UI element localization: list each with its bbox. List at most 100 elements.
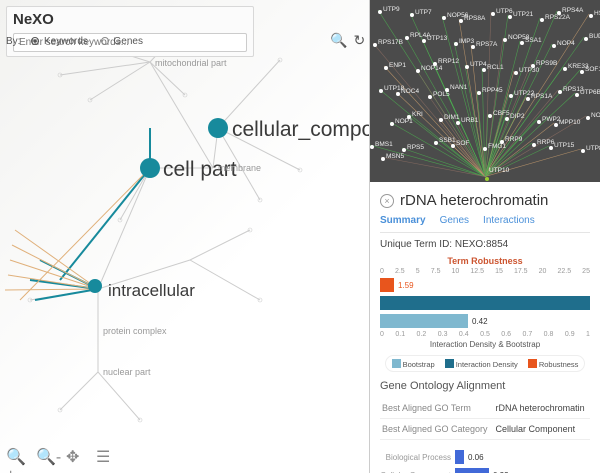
- network-node-sof[interactable]: [451, 144, 455, 148]
- search-icon[interactable]: 🔍: [330, 32, 347, 52]
- network-node-rcl1[interactable]: [482, 68, 486, 72]
- network-node-bms1[interactable]: [370, 145, 374, 149]
- network-node-urb1[interactable]: [456, 121, 460, 125]
- network-node-pwp2[interactable]: [537, 120, 541, 124]
- fit-screen-icon[interactable]: ✥: [66, 447, 86, 467]
- network-node-utp6b[interactable]: [575, 93, 579, 97]
- network-node-dip2[interactable]: [505, 117, 509, 121]
- network-node-imp3[interactable]: [454, 42, 458, 46]
- network-node-utp10[interactable]: [485, 177, 489, 181]
- network-node-rps7a[interactable]: [471, 45, 475, 49]
- network-node-rps5[interactable]: [402, 148, 406, 152]
- network-node-pol5[interactable]: [428, 95, 432, 99]
- network-node-enp1[interactable]: [384, 66, 388, 70]
- interaction-density-bar-fill[interactable]: [380, 296, 590, 310]
- network-node-utp8[interactable]: [581, 149, 585, 153]
- bp-bar-fill[interactable]: [455, 450, 464, 464]
- network-node-mpp10[interactable]: [554, 123, 558, 127]
- tree-label-nuclear-part[interactable]: nuclear part: [103, 367, 151, 377]
- keywords-radio[interactable]: [31, 37, 39, 45]
- tab-genes[interactable]: Genes: [440, 215, 469, 226]
- tree-label-mitochondrial-part[interactable]: mitochondrial part: [155, 58, 227, 68]
- robustness-bar-fill[interactable]: [380, 278, 394, 292]
- network-node-rrp9[interactable]: [500, 140, 504, 144]
- network-node-kri[interactable]: [407, 115, 411, 119]
- layers-icon[interactable]: ☰: [96, 447, 116, 467]
- network-node-utp7[interactable]: [410, 13, 414, 17]
- network-node-cbf5[interactable]: [488, 114, 492, 118]
- network-node-rps9b[interactable]: [531, 64, 535, 68]
- robustness-bar-value: 1.59: [398, 281, 414, 290]
- network-node-ssb1[interactable]: [434, 141, 438, 145]
- network-node-utp4[interactable]: [465, 65, 469, 69]
- interaction-density-bootstrap-title: Interaction Density & Bootstrap: [380, 340, 590, 349]
- network-node-label-rrp6: RRP6: [537, 139, 554, 146]
- network-node-rrp12[interactable]: [433, 62, 437, 66]
- tree-node-cellular-component[interactable]: [208, 118, 228, 138]
- network-node-utp6[interactable]: [491, 12, 495, 16]
- network-node-nop1[interactable]: [390, 122, 394, 126]
- close-icon[interactable]: ×: [380, 194, 394, 208]
- network-node-rps22a[interactable]: [540, 18, 544, 22]
- network-node-rps17b[interactable]: [373, 43, 377, 47]
- network-node-label-kri: KRI: [412, 111, 423, 118]
- legend-robustness[interactable]: Robustness: [528, 358, 579, 369]
- network-node-ssa1[interactable]: [520, 41, 524, 45]
- legend-bootstrap[interactable]: Bootstrap: [392, 358, 435, 369]
- network-node-dim1[interactable]: [439, 118, 443, 122]
- network-node-rps8a[interactable]: [459, 19, 463, 23]
- network-node-utp21[interactable]: [508, 15, 512, 19]
- bootstrap-bar-fill[interactable]: [380, 314, 468, 328]
- legend-interaction-density[interactable]: Interaction Density: [445, 358, 518, 369]
- network-node-utp22[interactable]: [509, 94, 513, 98]
- term-title-row: × rDNA heterochromatin: [380, 188, 590, 215]
- network-node-label-dim1: DIM1: [444, 114, 460, 121]
- network-node-hsc82[interactable]: [589, 14, 593, 18]
- network-node-utp13[interactable]: [422, 39, 426, 43]
- tab-interactions[interactable]: Interactions: [483, 215, 535, 226]
- genes-radio[interactable]: [101, 37, 109, 45]
- network-node-nop4[interactable]: [552, 44, 556, 48]
- network-node-noc4[interactable]: [396, 92, 400, 96]
- network-node-label-bud21: BUD21: [589, 33, 600, 40]
- bootstrap-bar-row: 0.42: [380, 313, 590, 329]
- network-node-nop58[interactable]: [503, 38, 507, 42]
- nexo-app: NeXO 🔍 ↻ ⓘ By: Keywords Genes cellular_c…: [0, 0, 600, 473]
- network-node-rrp6[interactable]: [532, 143, 536, 147]
- network-node-nop56[interactable]: [442, 16, 446, 20]
- network-node-label-rps7a: RPS7A: [476, 41, 497, 48]
- network-node-label-nop4: NOP4: [557, 40, 575, 47]
- network-node-fmg1[interactable]: [483, 147, 487, 151]
- zoom-in-icon[interactable]: 🔍+: [6, 447, 26, 467]
- network-node-utp30[interactable]: [514, 71, 518, 75]
- network-node-nop14[interactable]: [416, 69, 420, 73]
- tree-node-intracellular[interactable]: [88, 279, 102, 293]
- network-node-sof1[interactable]: [580, 70, 584, 74]
- network-node-utp15[interactable]: [549, 146, 553, 150]
- network-node-nan1[interactable]: [445, 88, 449, 92]
- zoom-out-icon[interactable]: 🔍-: [36, 447, 56, 467]
- network-node-label-hsc82: HSC82: [594, 10, 600, 17]
- network-node-msn5[interactable]: [381, 157, 385, 161]
- refresh-icon[interactable]: ↻: [353, 32, 365, 52]
- network-node-rpl4a[interactable]: [405, 36, 409, 40]
- tree-visualization-panel: NeXO 🔍 ↻ ⓘ By: Keywords Genes cellular_c…: [0, 0, 370, 473]
- network-node-utp18[interactable]: [379, 89, 383, 93]
- cc-bar-fill[interactable]: [455, 468, 489, 473]
- network-node-label-utp7: UTP7: [415, 9, 432, 16]
- network-node-nop6[interactable]: [586, 116, 590, 120]
- tree-label-membrane[interactable]: membrane: [218, 163, 261, 173]
- network-node-rps1a[interactable]: [526, 97, 530, 101]
- tree-label-intracellular[interactable]: intracellular: [108, 281, 195, 301]
- tree-node-cell-part[interactable]: [140, 158, 160, 178]
- tree-label-protein-complex[interactable]: protein complex: [103, 326, 167, 336]
- network-node-rps4a[interactable]: [557, 11, 561, 15]
- tab-summary[interactable]: Summary: [380, 215, 426, 226]
- network-node-rps13[interactable]: [558, 90, 562, 94]
- network-node-kre33[interactable]: [563, 67, 567, 71]
- network-node-bud21[interactable]: [584, 37, 588, 41]
- network-node-utp9[interactable]: [378, 10, 382, 14]
- tree-label-cellular-component[interactable]: cellular_component: [232, 118, 370, 142]
- network-node-rpp45[interactable]: [477, 91, 481, 95]
